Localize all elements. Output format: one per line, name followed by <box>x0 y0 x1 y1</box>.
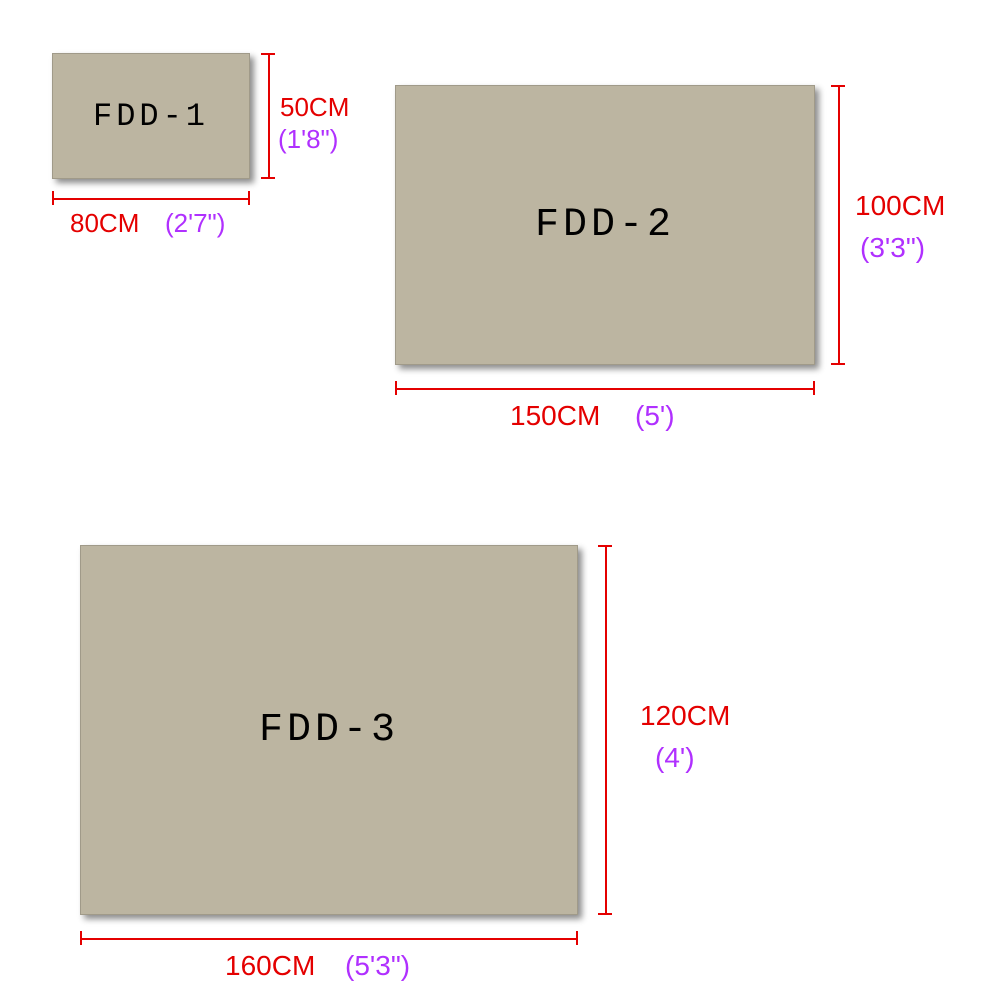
dim-fdd3-width-cm: 160CM <box>225 950 315 982</box>
dimline-fdd1-width <box>52 198 250 200</box>
dimline-fdd2-width <box>395 388 815 390</box>
dimline-fdd1-height <box>268 53 270 179</box>
tick-fdd2-width-left <box>395 381 397 395</box>
dimline-fdd2-height <box>838 85 840 365</box>
dim-fdd2-width-cm: 150CM <box>510 400 600 432</box>
panel-fdd1-label: FDD-1 <box>93 98 209 135</box>
tick-fdd1-width-right <box>248 191 250 205</box>
tick-fdd1-width-left <box>52 191 54 205</box>
dimline-fdd3-width <box>80 938 578 940</box>
panel-fdd1: FDD-1 <box>52 53 250 179</box>
dim-fdd2-width-ft: (5') <box>635 400 675 432</box>
tick-fdd2-width-right <box>813 381 815 395</box>
tick-fdd3-width-right <box>576 931 578 945</box>
tick-fdd1-height-bottom <box>261 177 275 179</box>
tick-fdd2-height-top <box>831 85 845 87</box>
dim-fdd3-height-ft: (4') <box>655 742 695 774</box>
dim-fdd1-width-ft: (2'7") <box>165 208 225 239</box>
tick-fdd1-height-top <box>261 53 275 55</box>
dim-fdd2-height-ft: (3'3") <box>860 232 925 264</box>
tick-fdd3-width-left <box>80 931 82 945</box>
tick-fdd2-height-bottom <box>831 363 845 365</box>
tick-fdd3-height-bottom <box>598 913 612 915</box>
panel-fdd2-label: FDD-2 <box>535 203 675 248</box>
tick-fdd3-height-top <box>598 545 612 547</box>
panel-fdd2: FDD-2 <box>395 85 815 365</box>
panel-fdd3: FDD-3 <box>80 545 578 915</box>
dim-fdd3-height-cm: 120CM <box>640 700 730 732</box>
panel-fdd3-label: FDD-3 <box>259 708 399 753</box>
dim-fdd1-width-cm: 80CM <box>70 208 139 239</box>
dimline-fdd3-height <box>605 545 607 915</box>
dim-fdd1-height-ft: (1'8") <box>278 124 338 155</box>
dim-fdd3-width-ft: (5'3") <box>345 950 410 982</box>
dim-fdd2-height-cm: 100CM <box>855 190 945 222</box>
dim-fdd1-height-cm: 50CM <box>280 92 349 123</box>
